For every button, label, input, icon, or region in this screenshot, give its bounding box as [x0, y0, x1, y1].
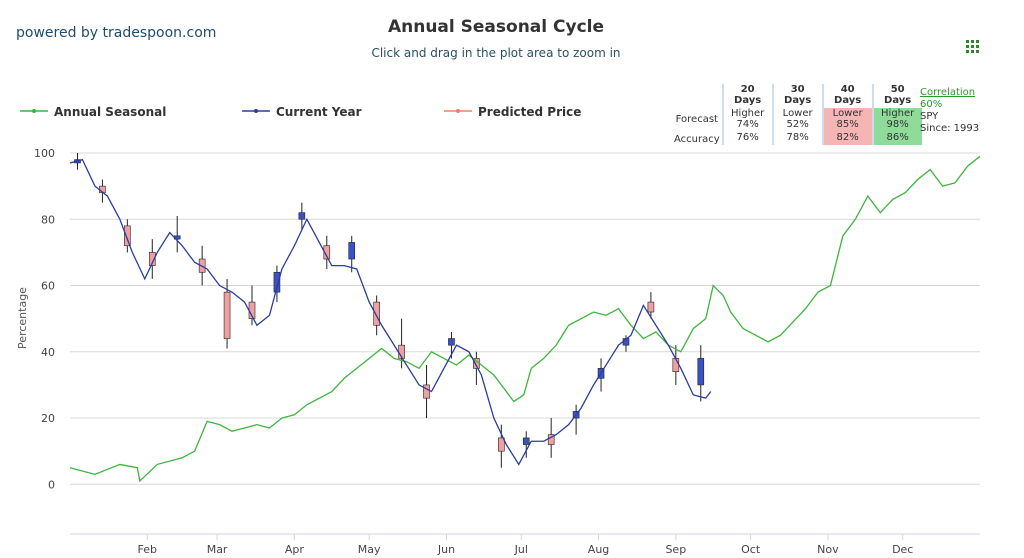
x-tick-label: May: [358, 543, 381, 556]
menu-icon[interactable]: [966, 40, 979, 53]
pct: 74%: [736, 119, 759, 130]
correlation-link[interactable]: Correlation: [920, 87, 976, 98]
y-tick-label: 60: [41, 280, 55, 293]
x-tick-label: Dec: [892, 543, 913, 556]
x-tick-label: Jun: [437, 543, 455, 556]
candle-body: [647, 301, 655, 313]
candle-body: [448, 338, 455, 346]
y-tick-label: 80: [41, 213, 55, 226]
direction: Lower: [782, 108, 813, 119]
x-tick-label: Oct: [741, 543, 761, 556]
candle-body: [223, 291, 231, 339]
brand: powered by tradespoon.com: [16, 25, 216, 41]
header: 30 Days: [771, 84, 823, 108]
forecast-table: 20 Days 30 Days 40 Days 50 Days Forecast…: [672, 84, 922, 145]
direction: Higher: [881, 108, 915, 119]
candle-body: [423, 384, 430, 399]
legend-label: Predicted Price: [478, 105, 581, 119]
header: 20 Days: [721, 84, 773, 108]
x-tick-label: Nov: [817, 543, 839, 556]
since: Since: 1993: [920, 123, 980, 134]
accuracy: 78%: [771, 130, 823, 145]
correlation: Correlation 60% SPY Since: 1993: [920, 87, 979, 135]
candle-body: [498, 437, 505, 452]
candle-body: [373, 301, 380, 326]
header: 50 Days: [871, 84, 922, 108]
x-tick-label: Jul: [514, 543, 528, 556]
candle-body: [348, 242, 356, 260]
candle-body: [148, 252, 156, 266]
y-tick-label: 40: [41, 346, 55, 359]
x-tick-label: Feb: [138, 543, 157, 556]
symbol: SPY: [920, 111, 939, 122]
candle-body: [124, 225, 131, 247]
row-label: Forecast: [675, 113, 718, 125]
correlation-value: 60%: [920, 99, 943, 110]
pct: 85%: [836, 119, 859, 130]
pct: 52%: [786, 119, 809, 130]
x-tick-label: Apr: [285, 543, 305, 556]
candle-body: [298, 212, 306, 220]
y-tick-label: 0: [48, 478, 55, 491]
y-axis-label: Percentage: [16, 287, 29, 349]
row-label: Accuracy: [674, 134, 720, 145]
series-line: [69, 155, 981, 483]
pct: 98%: [886, 119, 909, 130]
y-tick-label: 100: [34, 147, 55, 160]
series-line: [69, 158, 712, 466]
candle-body: [323, 245, 331, 260]
chart-subtitle: Click and drag in the plot area to zoom …: [371, 46, 620, 60]
y-tick-label: 20: [41, 412, 55, 425]
accuracy: 82%: [821, 130, 873, 145]
chart-title: Annual Seasonal Cycle: [388, 17, 604, 37]
x-tick-label: Sep: [665, 543, 686, 556]
legend-label: Current Year: [276, 105, 362, 119]
candle-body: [522, 437, 530, 445]
candle-body: [273, 271, 281, 293]
accuracy: 86%: [871, 130, 922, 145]
candle-body: [697, 358, 705, 386]
accuracy: 76%: [721, 130, 773, 145]
direction: Lower: [832, 108, 863, 119]
legend-dot: [254, 109, 258, 113]
legend-dot: [456, 109, 460, 113]
legend-label: Annual Seasonal: [54, 105, 166, 119]
legend-dot: [32, 109, 36, 113]
direction: Higher: [731, 108, 765, 119]
header: 40 Days: [821, 84, 873, 108]
x-tick-label: Mar: [207, 543, 228, 556]
x-tick-label: Aug: [588, 543, 609, 556]
